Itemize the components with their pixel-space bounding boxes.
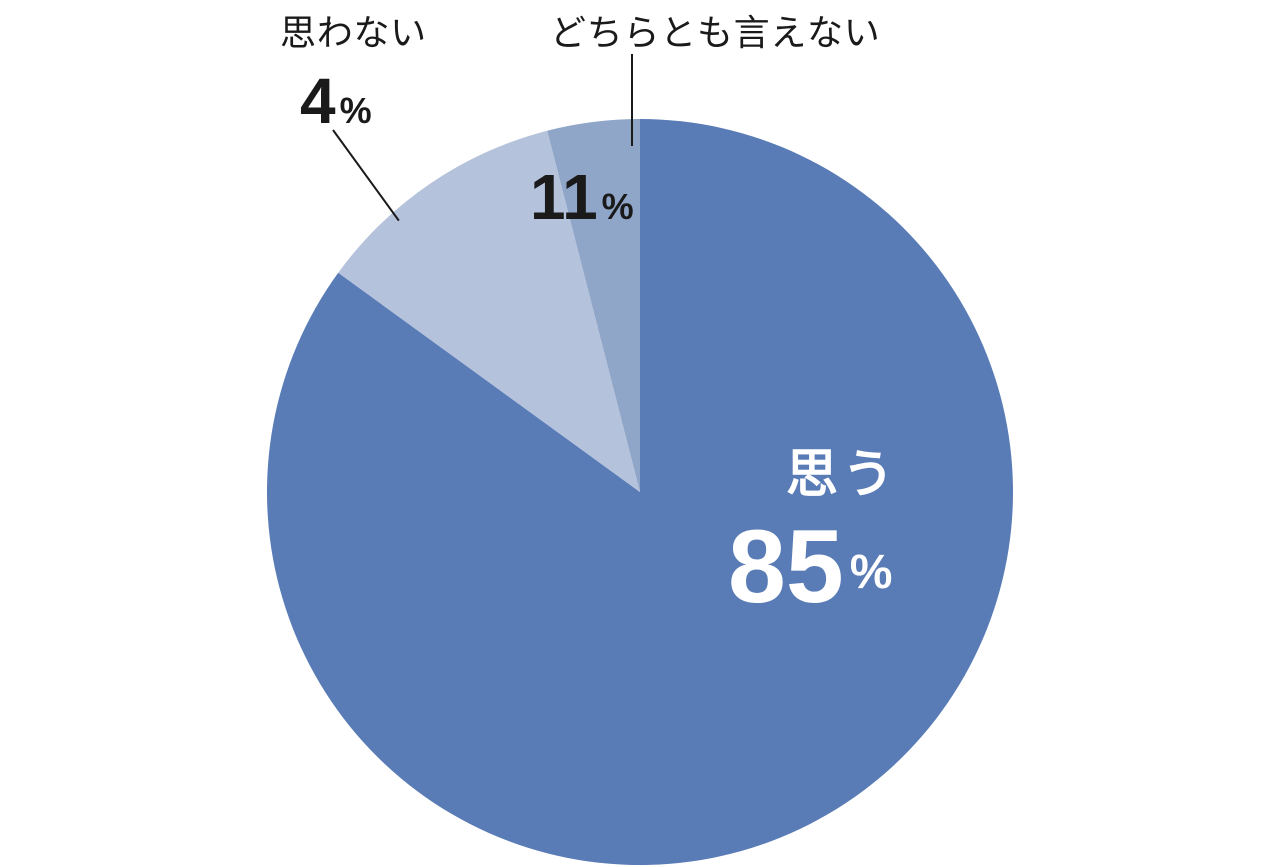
percent-symbol: % [340, 90, 372, 132]
pie-chart [0, 0, 1280, 867]
callout-num-dochira: 11 [530, 160, 598, 234]
percent-symbol: % [602, 186, 634, 228]
pie-chart-stage: どちらとも言えない 11% 思わない 4% 思う 85% [0, 0, 1280, 867]
callout-num-omowanai: 4 [300, 64, 336, 138]
main-value-omou: 85% [728, 508, 892, 627]
callout-label-dochira: どちらとも言えない [550, 4, 880, 56]
main-label-omou: 思う [786, 432, 898, 507]
callout-value-omowanai: 4% [300, 64, 372, 138]
callout-label-omowanai: 思わない [280, 4, 427, 56]
callout-value-dochira: 11% [530, 160, 634, 234]
leader-line-dochira [631, 54, 633, 146]
percent-symbol: % [850, 545, 893, 600]
main-num-omou: 85 [728, 508, 844, 627]
